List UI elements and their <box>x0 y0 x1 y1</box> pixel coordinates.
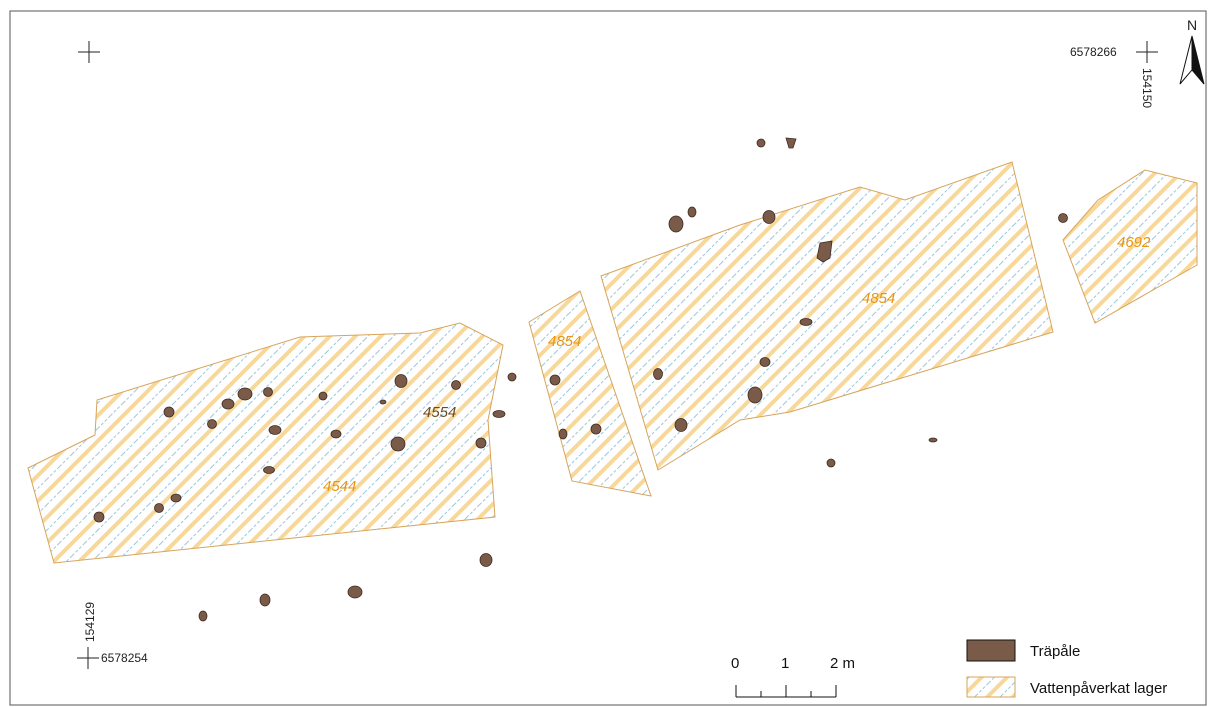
layer-label-4544: 4544 <box>323 478 356 495</box>
post-icon <box>762 210 776 224</box>
post-icon <box>668 215 684 233</box>
post-icon <box>93 511 105 523</box>
layer-4854-large-polygon <box>600 161 1054 471</box>
layer-4544-polygon <box>27 322 504 564</box>
north-arrow-icon: N <box>1179 17 1205 85</box>
scale-bar <box>735 685 837 698</box>
coord-top-right-northing: 6578266 <box>1070 45 1117 59</box>
post-icon <box>590 423 602 435</box>
post-icon <box>826 458 836 468</box>
legend-post-label: Träpåle <box>1030 643 1080 660</box>
post-icon <box>263 466 275 474</box>
post-icon <box>259 593 271 607</box>
post-icon <box>163 406 175 418</box>
post-icon <box>390 436 406 452</box>
coord-bottom-left-northing: 6578254 <box>101 651 148 665</box>
post-icon <box>785 137 797 149</box>
post-icon <box>756 138 766 148</box>
legend-post-swatch <box>966 639 1016 662</box>
layer-4854-small-polygon <box>528 290 652 497</box>
coord-bottom-left-easting: 154129 <box>83 602 97 642</box>
layer-label-4692: 4692 <box>1117 234 1151 251</box>
coordinate-cross-icon <box>1136 41 1158 63</box>
post-icon <box>221 398 235 410</box>
legend-layer-swatch <box>966 676 1016 698</box>
coordinate-cross-icon <box>78 41 100 63</box>
post-icon <box>816 240 833 263</box>
legend-layer-label: Vattenpåverkat lager <box>1030 680 1167 697</box>
post-icon <box>492 410 506 418</box>
post-icon <box>154 503 164 513</box>
post-icon <box>687 206 697 218</box>
post-icon <box>451 380 461 390</box>
post-icon <box>674 418 688 432</box>
post-icon <box>330 429 342 439</box>
post-icon <box>549 374 561 386</box>
layer-label-4854-small: 4854 <box>548 333 581 350</box>
post-icon <box>207 419 217 429</box>
post-icon <box>347 585 363 599</box>
post-icon <box>928 437 938 443</box>
wooden-posts <box>93 137 1068 622</box>
post-icon <box>394 374 408 388</box>
post-icon <box>379 399 387 405</box>
scale-label-0: 0 <box>731 655 739 672</box>
post-icon <box>263 387 273 397</box>
scale-label-1: 1 <box>781 655 789 672</box>
layer-label-4854-large: 4854 <box>862 290 895 307</box>
post-icon <box>475 437 487 449</box>
layer-label-4554: 4554 <box>423 404 456 421</box>
post-icon <box>507 372 517 382</box>
north-label: N <box>1187 17 1197 33</box>
post-icon <box>558 428 568 440</box>
post-icon <box>170 493 182 503</box>
post-icon <box>198 610 208 622</box>
post-icon <box>653 368 663 380</box>
map-frame <box>9 10 1207 706</box>
post-icon <box>268 425 282 435</box>
post-icon <box>237 387 253 401</box>
post-icon <box>318 391 328 401</box>
post-icon <box>479 553 493 567</box>
layer-4692-polygon <box>1062 169 1198 324</box>
legend: Träpåle Vattenpåverkat lager <box>966 639 1167 698</box>
scale-label-2m: 2 m <box>830 655 855 672</box>
coord-top-right-easting: 154150 <box>1140 68 1154 108</box>
post-icon <box>799 318 813 326</box>
post-icon <box>759 357 771 367</box>
post-icon <box>747 386 763 404</box>
post-icon <box>1058 213 1068 223</box>
coordinate-cross-icon <box>77 647 99 669</box>
